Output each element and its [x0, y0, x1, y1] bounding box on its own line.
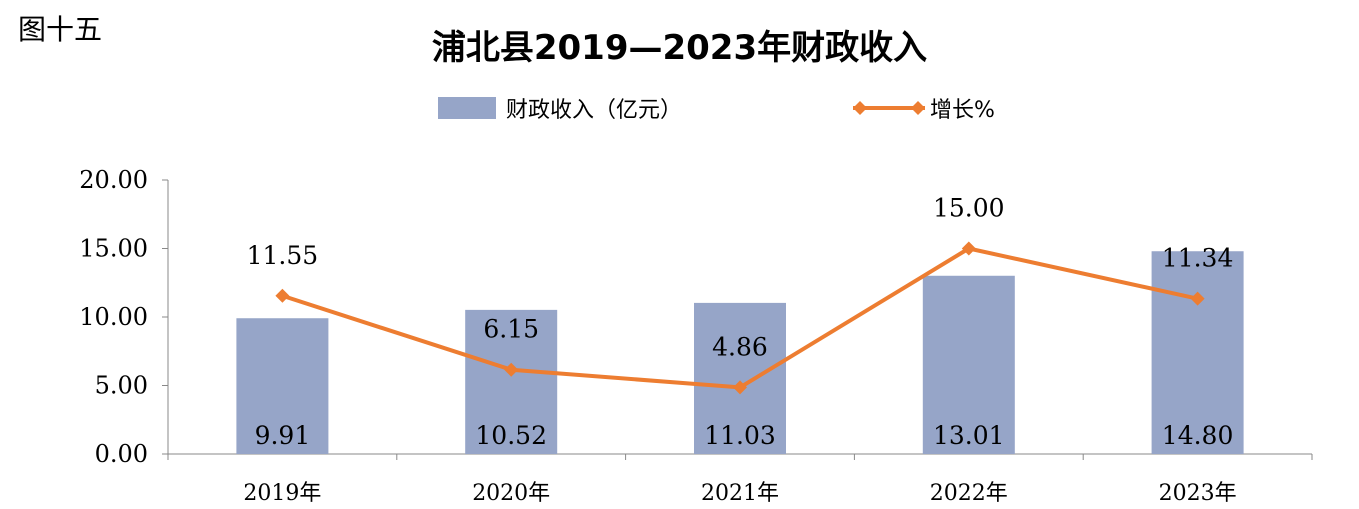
bar-series: [236, 251, 1244, 454]
line-value-label: 11.55: [247, 241, 319, 270]
line-series: [275, 241, 1205, 395]
line-value-label: 4.86: [712, 332, 768, 361]
bar-value-labels: 9.91 10.52 11.03 13.01 14.80: [255, 421, 1234, 450]
line-point: [275, 288, 290, 303]
legend-bar-swatch: [438, 97, 496, 119]
y-tick-label: 5.00: [95, 372, 148, 400]
legend-line-marker-right: [911, 101, 925, 115]
x-tick-label: 2022年: [930, 481, 1008, 506]
bar-value-label: 11.03: [704, 421, 776, 450]
line-point: [1190, 291, 1205, 306]
bar: [236, 318, 329, 454]
y-tick-label: 20.00: [79, 166, 148, 194]
x-tick-label: 2023年: [1159, 481, 1237, 506]
line-value-label: 6.15: [483, 315, 539, 344]
legend-bar-label: 财政收入（亿元）: [506, 98, 682, 123]
line-point: [733, 380, 747, 395]
bar: [1151, 251, 1244, 454]
y-tick-label: 0.00: [95, 440, 148, 468]
bar-value-label: 13.01: [933, 421, 1005, 450]
bar-value-label: 14.80: [1162, 421, 1234, 450]
legend-line-marker-left: [853, 101, 867, 115]
line-point: [961, 241, 976, 256]
figure-label: 图十五: [18, 13, 103, 46]
legend-line-label: 增长%: [930, 98, 995, 123]
line-value-label: 11.34: [1162, 244, 1234, 273]
x-tick-label: 2021年: [701, 481, 779, 506]
bar: [922, 275, 1015, 454]
y-tick-label: 15.00: [79, 235, 148, 263]
bar-value-label: 10.52: [475, 421, 547, 450]
legend: 财政收入（亿元） 增长%: [438, 97, 995, 123]
line-value-labels: 11.55 6.15 4.86 15.00 11.34: [247, 194, 1234, 362]
axes: 0.00 5.00 10.00 15.00 20.00 2019年 2020年 2021年 20…: [79, 166, 1313, 506]
chart-title: 浦北县2019—2023年财政收入: [431, 28, 928, 68]
bar: [694, 302, 786, 454]
bar: [465, 309, 558, 454]
bar-value-label: 9.91: [255, 421, 311, 450]
line-point: [504, 362, 519, 377]
line-value-label: 15.00: [933, 194, 1005, 223]
y-tick-label: 10.00: [79, 303, 148, 331]
x-tick-label: 2019年: [243, 481, 321, 506]
x-tick-label: 2020年: [472, 481, 550, 506]
